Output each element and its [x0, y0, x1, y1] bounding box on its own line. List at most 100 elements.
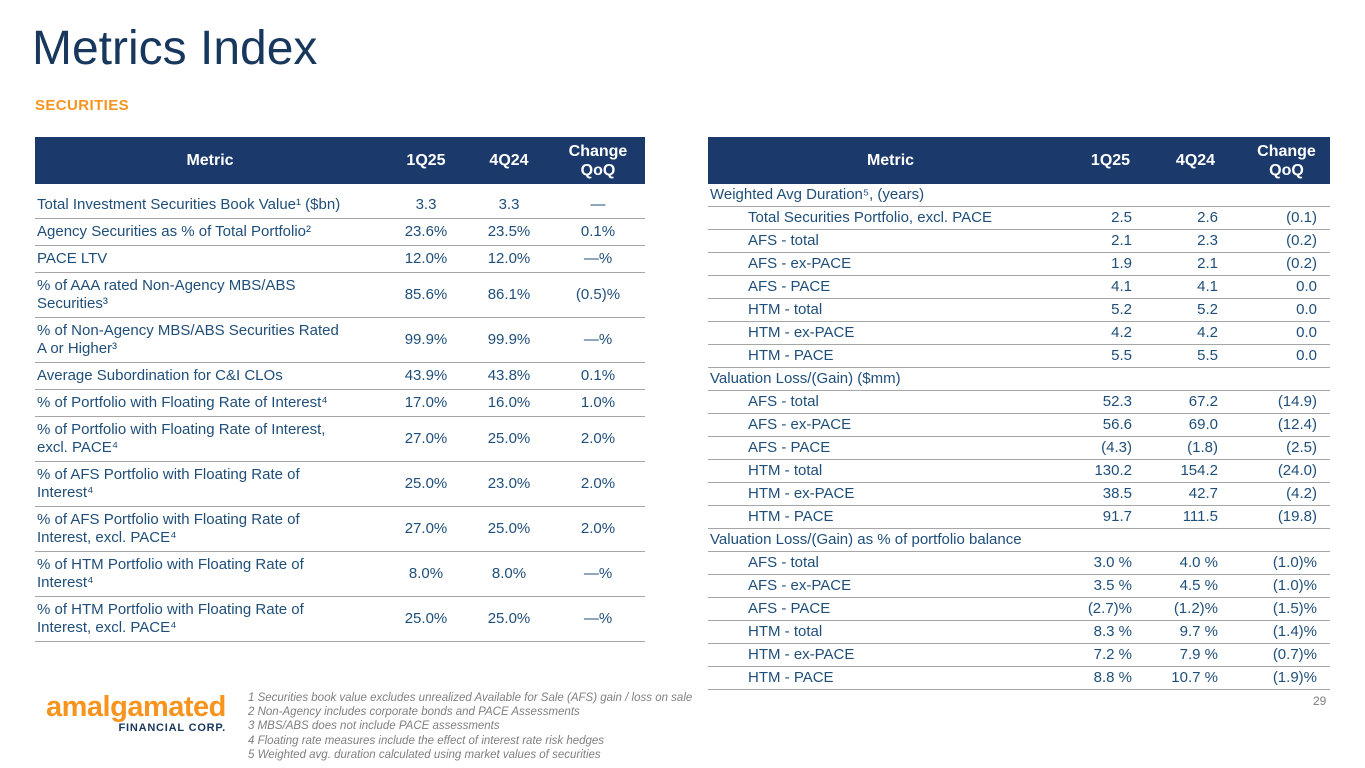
- value-1q25: 3.5 %: [1073, 574, 1148, 598]
- metric-label: HTM - total: [708, 620, 1073, 644]
- metric-label: Total Securities Portfolio, excl. PACE: [708, 206, 1073, 230]
- table-row: HTM - PACE 91.7 111.5 (19.8): [708, 505, 1330, 529]
- value-1q25: 52.3: [1073, 390, 1148, 414]
- value-change-qoq: (0.5)%: [551, 272, 645, 318]
- securities-metrics-table-right: Metric 1Q25 4Q24 Change QoQ Weighted Avg…: [708, 137, 1330, 690]
- metric-label: AFS - ex-PACE: [708, 574, 1073, 598]
- metric-label: Agency Securities as % of Total Portfoli…: [35, 218, 385, 246]
- table-row: % of AFS Portfolio with Floating Rate of…: [35, 461, 645, 507]
- value-4q24: 69.0: [1148, 413, 1243, 437]
- metric-label: % of HTM Portfolio with Floating Rate of…: [35, 596, 385, 642]
- table-row: HTM - ex-PACE 7.2 % 7.9 % (0.7)%: [708, 643, 1330, 667]
- footnote-1: 1 Securities book value excludes unreali…: [248, 692, 693, 704]
- value-change-qoq: 0.0: [1243, 298, 1330, 322]
- value-4q24: 25.0%: [467, 506, 551, 552]
- table-row: AFS - PACE (4.3) (1.8) (2.5): [708, 436, 1330, 460]
- metric-label: HTM - PACE: [708, 666, 1073, 690]
- footnotes: 1 Securities book value excludes unreali…: [248, 691, 692, 762]
- value-change-qoq: (0.7)%: [1243, 643, 1330, 667]
- metric-label: HTM - ex-PACE: [708, 321, 1073, 345]
- value-change-qoq: (1.0)%: [1243, 551, 1330, 575]
- value-1q25: 5.5: [1073, 344, 1148, 368]
- col-header-1q25: 1Q25: [385, 137, 467, 184]
- value-4q24: 8.0%: [467, 551, 551, 597]
- value-change-qoq: 2.0%: [551, 506, 645, 552]
- table-row: PACE LTV 12.0% 12.0% —%: [35, 245, 645, 273]
- section-row: Weighted Avg Duration⁵, (years): [708, 184, 1330, 207]
- value-1q25: 43.9%: [385, 362, 467, 390]
- value-4q24: 23.5%: [467, 218, 551, 246]
- value-1q25: 91.7: [1073, 505, 1148, 529]
- value-4q24: 5.2: [1148, 298, 1243, 322]
- value-4q24: (1.8): [1148, 436, 1243, 460]
- value-change-qoq: 2.0%: [551, 416, 645, 462]
- metric-label: % of Portfolio with Floating Rate of Int…: [35, 389, 385, 417]
- value-4q24: 25.0%: [467, 596, 551, 642]
- metric-label: HTM - PACE: [708, 505, 1073, 529]
- metric-label: AFS - PACE: [708, 436, 1073, 460]
- value-change-qoq: (12.4): [1243, 413, 1330, 437]
- table-row: AFS - ex-PACE 56.6 69.0 (12.4): [708, 413, 1330, 437]
- table-row: HTM - total 8.3 % 9.7 % (1.4)%: [708, 620, 1330, 644]
- table-row: Average Subordination for C&I CLOs 43.9%…: [35, 362, 645, 390]
- value-4q24: 86.1%: [467, 272, 551, 318]
- table-row: % of HTM Portfolio with Floating Rate of…: [35, 551, 645, 597]
- table-row: % of HTM Portfolio with Floating Rate of…: [35, 596, 645, 642]
- col-header-change-qoq: Change QoQ: [1243, 137, 1330, 184]
- table-row: HTM - total 130.2 154.2 (24.0): [708, 459, 1330, 483]
- value-1q25: 8.3 %: [1073, 620, 1148, 644]
- metric-label: HTM - ex-PACE: [708, 482, 1073, 506]
- table-row: % of Non-Agency MBS/ABS Securities Rated…: [35, 317, 645, 363]
- value-4q24: 43.8%: [467, 362, 551, 390]
- col-header-metric: Metric: [35, 137, 385, 184]
- value-1q25: 8.8 %: [1073, 666, 1148, 690]
- metric-label: HTM - total: [708, 298, 1073, 322]
- value-change-qoq: (0.1): [1243, 206, 1330, 230]
- header-row: Metric 1Q25 4Q24 Change QoQ: [35, 137, 645, 184]
- metric-label: % of AFS Portfolio with Floating Rate of…: [35, 506, 385, 552]
- value-4q24: 5.5: [1148, 344, 1243, 368]
- value-1q25: 99.9%: [385, 317, 467, 363]
- page-title: Metrics Index: [32, 22, 318, 75]
- value-1q25: 38.5: [1073, 482, 1148, 506]
- metric-label: Total Investment Securities Book Value¹ …: [35, 184, 385, 219]
- metric-label: HTM - PACE: [708, 344, 1073, 368]
- value-4q24: 4.2: [1148, 321, 1243, 345]
- value-4q24: 67.2: [1148, 390, 1243, 414]
- logo-wordmark: amalgamated: [46, 691, 226, 723]
- value-1q25: 5.2: [1073, 298, 1148, 322]
- value-1q25: 56.6: [1073, 413, 1148, 437]
- value-1q25: (2.7)%: [1073, 597, 1148, 621]
- value-change-qoq: 2.0%: [551, 461, 645, 507]
- value-4q24: 42.7: [1148, 482, 1243, 506]
- value-4q24: (1.2)%: [1148, 597, 1243, 621]
- value-1q25: 27.0%: [385, 416, 467, 462]
- table-row: HTM - total 5.2 5.2 0.0: [708, 298, 1330, 322]
- value-4q24: 99.9%: [467, 317, 551, 363]
- value-change-qoq: (1.9)%: [1243, 666, 1330, 690]
- value-change-qoq: —%: [551, 596, 645, 642]
- metric-label: % of HTM Portfolio with Floating Rate of…: [35, 551, 385, 597]
- value-4q24: 7.9 %: [1148, 643, 1243, 667]
- metric-label: AFS - total: [708, 229, 1073, 253]
- value-1q25: 85.6%: [385, 272, 467, 318]
- metric-label: AFS - PACE: [708, 597, 1073, 621]
- value-4q24: 9.7 %: [1148, 620, 1243, 644]
- value-change-qoq: (1.4)%: [1243, 620, 1330, 644]
- section-label: SECURITIES: [35, 97, 130, 114]
- table-row: HTM - PACE 8.8 % 10.7 % (1.9)%: [708, 666, 1330, 690]
- value-1q25: 17.0%: [385, 389, 467, 417]
- value-4q24: 154.2: [1148, 459, 1243, 483]
- value-1q25: 12.0%: [385, 245, 467, 273]
- table-row: AFS - total 2.1 2.3 (0.2): [708, 229, 1330, 253]
- value-4q24: 2.1: [1148, 252, 1243, 276]
- footnote-3: 3 MBS/ABS does not include PACE assessme…: [248, 720, 500, 733]
- metric-label: AFS - total: [708, 551, 1073, 575]
- value-change-qoq: 1.0%: [551, 389, 645, 417]
- metric-label: Average Subordination for C&I CLOs: [35, 362, 385, 390]
- metric-label: HTM - total: [708, 459, 1073, 483]
- value-change-qoq: 0.1%: [551, 218, 645, 246]
- table-row: Total Securities Portfolio, excl. PACE 2…: [708, 206, 1330, 230]
- value-1q25: 23.6%: [385, 218, 467, 246]
- value-change-qoq: (2.5): [1243, 436, 1330, 460]
